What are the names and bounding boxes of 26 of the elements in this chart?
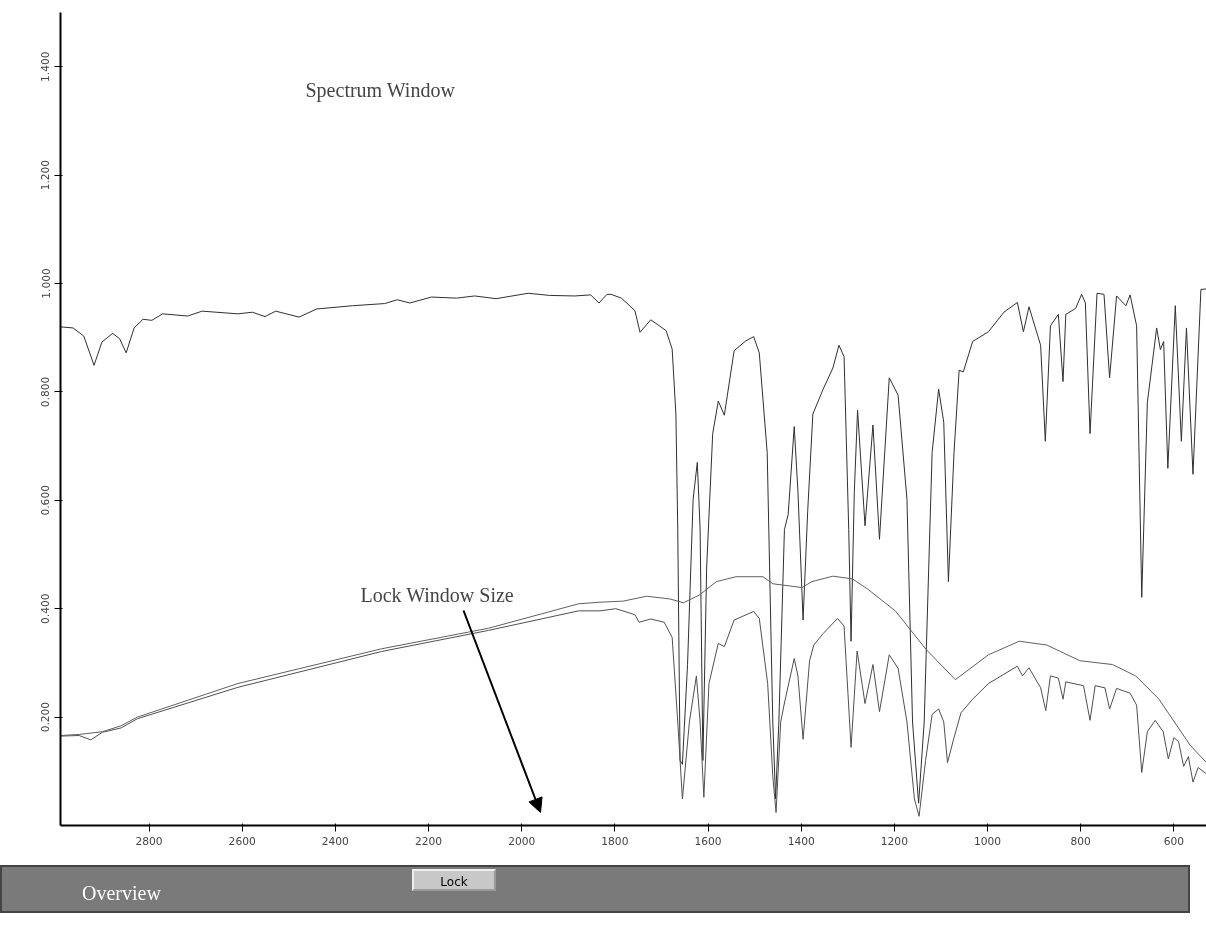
y-tick-label: 1.200 [39, 159, 53, 191]
annotation: Lock Window Size [360, 583, 514, 606]
annotation: Spectrum Window [305, 78, 456, 102]
x-tick-label: 1000 [973, 834, 1002, 848]
x-tick-label: 2000 [508, 834, 536, 848]
y-tick-label: 0.400 [39, 593, 53, 624]
line-series [60, 608, 1206, 817]
y-tick-label: 1.000 [39, 268, 53, 299]
x-tick-label: 1600 [694, 834, 722, 848]
x-tick-label: 600 [1163, 834, 1185, 848]
x-tick-label: 1400 [787, 834, 815, 848]
x-tick-label: 1200 [880, 834, 909, 848]
x-tick-label: 800 [1070, 834, 1092, 848]
y-tick-label: 0.800 [39, 376, 53, 408]
line-series [60, 575, 1206, 764]
x-tick-label: 2600 [228, 834, 256, 848]
y-tick-label: 0.200 [39, 701, 53, 733]
x-tick-label: 1800 [601, 834, 629, 848]
text: Overview [82, 881, 161, 906]
x-tick-label: 2400 [321, 834, 350, 848]
text: Lock [412, 869, 496, 891]
y-tick-label: 1.400 [39, 51, 53, 82]
y-tick-label: 0.600 [39, 484, 53, 516]
x-tick-label: 2200 [414, 834, 443, 848]
x-tick-label: 2800 [135, 834, 163, 848]
line-series [60, 288, 1206, 804]
